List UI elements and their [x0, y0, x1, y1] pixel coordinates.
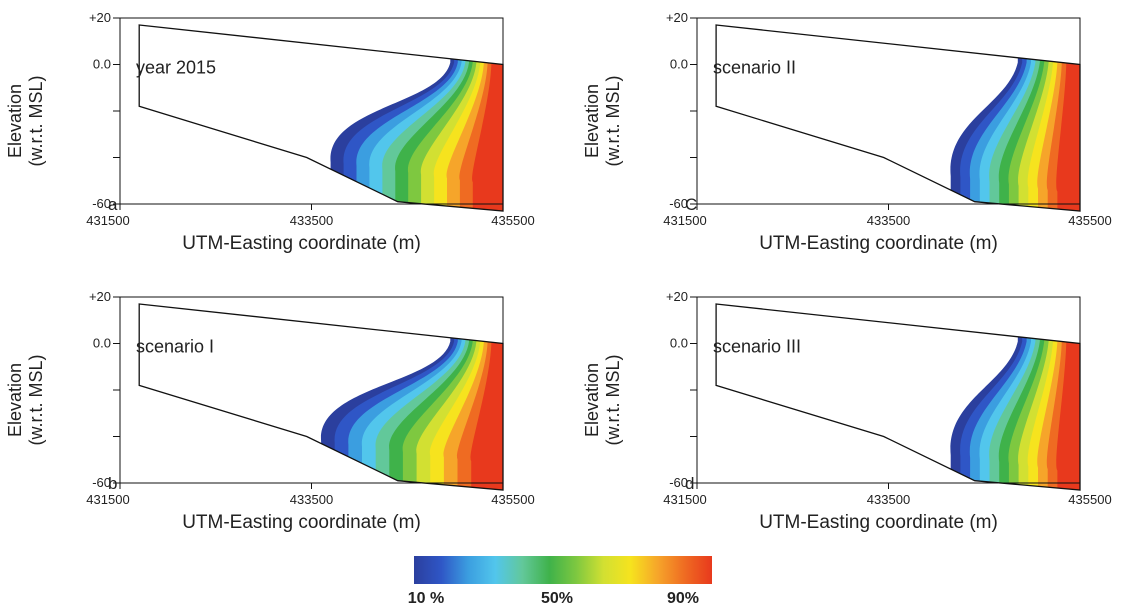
panel-letter: d [685, 474, 694, 493]
contour-band [1056, 24, 1080, 211]
y-tick-label: 0.0 [670, 336, 688, 351]
x-tick-label: 433500 [290, 492, 333, 507]
x-tick-label: 431500 [663, 492, 706, 507]
contour-band [1056, 303, 1080, 490]
y-tick-label: -60 [92, 196, 111, 211]
contour-band [470, 303, 503, 490]
y-tick-label: +20 [666, 10, 688, 25]
panel-a: +20 0.0 -60 431500 433500 435500 UTM-Eas… [5, 10, 535, 254]
colorbar-gradient [414, 556, 712, 584]
x-tick-label: 435500 [1068, 213, 1111, 228]
y-axis-label-units: (w.r.t. MSL) [26, 75, 46, 166]
contour-band [472, 24, 503, 211]
y-axis-label-units: (w.r.t. MSL) [603, 354, 623, 445]
x-axis-label: UTM-Easting coordinate (m) [182, 512, 421, 533]
y-axis-label-units: (w.r.t. MSL) [26, 354, 46, 445]
x-tick-label: 433500 [290, 213, 333, 228]
colorbar-label-min: 10 % [408, 590, 444, 607]
x-tick-label: 433500 [867, 213, 910, 228]
y-axis-label: Elevation [582, 84, 602, 158]
panel-annotation: scenario I [136, 337, 214, 357]
y-axis-label: Elevation [5, 363, 25, 437]
colorbar-label-max: 90% [667, 590, 699, 607]
panel-annotation: year 2015 [136, 58, 216, 78]
x-tick-label: 435500 [491, 492, 534, 507]
y-axis-label: Elevation [5, 84, 25, 158]
x-tick-label: 431500 [86, 213, 129, 228]
panel-c: +20 0.0 -60 431500 433500 435500 UTM-Eas… [582, 10, 1112, 254]
panel-d: +20 0.0 -60 431500 433500 435500 UTM-Eas… [582, 289, 1112, 533]
y-tick-label: 0.0 [670, 57, 688, 72]
panel-letter: a [108, 195, 118, 214]
x-tick-label: 433500 [867, 492, 910, 507]
y-tick-label: +20 [89, 10, 111, 25]
x-tick-label: 431500 [663, 213, 706, 228]
y-tick-label: +20 [666, 289, 688, 304]
x-axis-label: UTM-Easting coordinate (m) [759, 512, 998, 533]
panel-annotation: scenario II [713, 58, 796, 78]
x-axis-label: UTM-Easting coordinate (m) [759, 233, 998, 254]
y-tick-label: 0.0 [93, 336, 111, 351]
colorbar-label-mid: 50% [541, 590, 573, 607]
panel-annotation: scenario III [713, 337, 801, 357]
colorbar: 10 % 50% 90% [408, 556, 712, 607]
y-axis-label: Elevation [582, 363, 602, 437]
y-tick-label: +20 [89, 289, 111, 304]
panel-letter: C [685, 195, 697, 214]
x-tick-label: 435500 [491, 213, 534, 228]
y-tick-label: -60 [669, 196, 688, 211]
x-tick-label: 431500 [86, 492, 129, 507]
panel-b: +20 0.0 -60 431500 433500 435500 UTM-Eas… [5, 289, 535, 533]
x-axis-label: UTM-Easting coordinate (m) [182, 233, 421, 254]
y-tick-label: 0.0 [93, 57, 111, 72]
panel-letter: b [108, 474, 117, 493]
y-axis-label-units: (w.r.t. MSL) [603, 75, 623, 166]
y-tick-label: -60 [92, 475, 111, 490]
x-tick-label: 435500 [1068, 492, 1111, 507]
y-tick-label: -60 [669, 475, 688, 490]
